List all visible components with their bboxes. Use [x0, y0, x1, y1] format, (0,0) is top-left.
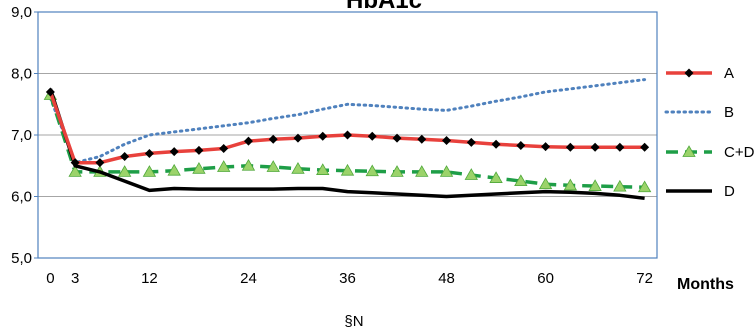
y-tick-label: 9,0	[11, 4, 32, 21]
y-tick-label: 7,0	[11, 127, 32, 144]
data-point-diamond	[541, 142, 551, 152]
legend-item-d: D	[666, 183, 735, 200]
series-d	[48, 88, 645, 201]
data-point-triangle	[142, 165, 157, 177]
series-line	[48, 88, 645, 201]
x-tick-label: 24	[240, 270, 257, 287]
data-point-triangle	[588, 179, 602, 191]
data-point-triangle	[613, 179, 627, 192]
data-point-triangle	[637, 180, 652, 193]
data-point-triangle	[117, 165, 132, 177]
data-point-diamond	[144, 148, 154, 158]
y-tick-label: 5,0	[11, 250, 32, 267]
legend-item-b: B	[664, 104, 734, 121]
data-point-diamond	[615, 142, 625, 152]
data-point-triangle	[563, 178, 578, 191]
data-point-triangle	[464, 168, 478, 180]
data-point-diamond	[194, 145, 204, 155]
data-point-triangle	[217, 160, 231, 172]
data-point-triangle	[514, 174, 528, 187]
legend: A B C+D D	[664, 65, 755, 200]
series-a	[45, 87, 650, 168]
chart-title: HbA1c	[346, 0, 422, 14]
data-point-triangle	[390, 165, 404, 177]
series-lines	[43, 78, 652, 201]
legend-label: B	[724, 104, 734, 121]
data-point-diamond	[293, 133, 303, 143]
data-point-triangle	[192, 162, 206, 174]
data-point-diamond	[318, 131, 328, 141]
data-point-diamond	[45, 87, 55, 97]
legend-item-cplusd: C+D	[666, 144, 755, 161]
x-tick-label: 60	[537, 270, 554, 287]
data-point-triangle	[291, 162, 305, 174]
data-point-diamond	[392, 133, 402, 143]
data-point-diamond	[640, 142, 650, 152]
x-tick-label: 72	[636, 270, 653, 287]
data-point-diamond	[169, 147, 179, 157]
data-point-diamond	[343, 130, 352, 140]
x-tick-label: 36	[339, 270, 356, 287]
data-point-diamond	[466, 137, 476, 147]
data-point-triangle	[415, 165, 429, 177]
series-b	[48, 78, 647, 165]
data-point-triangle	[167, 163, 181, 176]
x-tick-label: 12	[141, 270, 158, 287]
data-point-triangle	[365, 164, 379, 177]
x-tick-label: 0	[46, 270, 54, 287]
legend-item-a: A	[666, 65, 734, 82]
data-point-diamond	[516, 140, 526, 150]
data-point-triangle	[316, 163, 330, 175]
data-point-triangle	[241, 158, 256, 171]
x-tick-label: 3	[71, 270, 79, 287]
data-point-diamond	[243, 136, 253, 146]
series-line	[48, 91, 645, 165]
data-point-triangle	[489, 171, 503, 183]
data-point-diamond	[590, 142, 600, 152]
data-point-triangle	[538, 177, 553, 190]
legend-label: A	[724, 65, 734, 82]
legend-label: C+D	[724, 144, 755, 161]
data-point-diamond	[95, 158, 105, 168]
legend-marker-triangle	[682, 145, 696, 157]
legend-marker-diamond	[684, 68, 694, 78]
data-point-triangle	[266, 160, 280, 172]
data-point-diamond	[120, 152, 130, 162]
data-point-diamond	[417, 134, 427, 144]
y-axis-tick-labels: 5,0 6,0 7,0 8,0 9,0	[11, 4, 38, 267]
data-point-diamond	[565, 142, 575, 152]
footnote-label: §N	[344, 313, 363, 330]
x-tick-label: 48	[438, 270, 455, 287]
data-point-diamond	[442, 136, 452, 146]
data-point-triangle	[340, 163, 355, 176]
data-point-diamond	[219, 144, 229, 154]
y-tick-label: 6,0	[11, 189, 32, 206]
x-axis-label: Months	[677, 276, 734, 293]
data-point-diamond	[367, 131, 377, 141]
data-point-triangle	[68, 165, 82, 177]
x-axis-tick-labels: 0 3 12 24 36 48 60 72	[46, 270, 653, 287]
legend-label: D	[724, 183, 735, 200]
data-point-diamond	[491, 139, 501, 149]
data-point-diamond	[268, 134, 278, 144]
y-tick-label: 8,0	[11, 66, 32, 83]
series-line	[48, 78, 647, 165]
data-point-triangle	[439, 165, 454, 177]
data-point-diamond	[70, 158, 80, 168]
